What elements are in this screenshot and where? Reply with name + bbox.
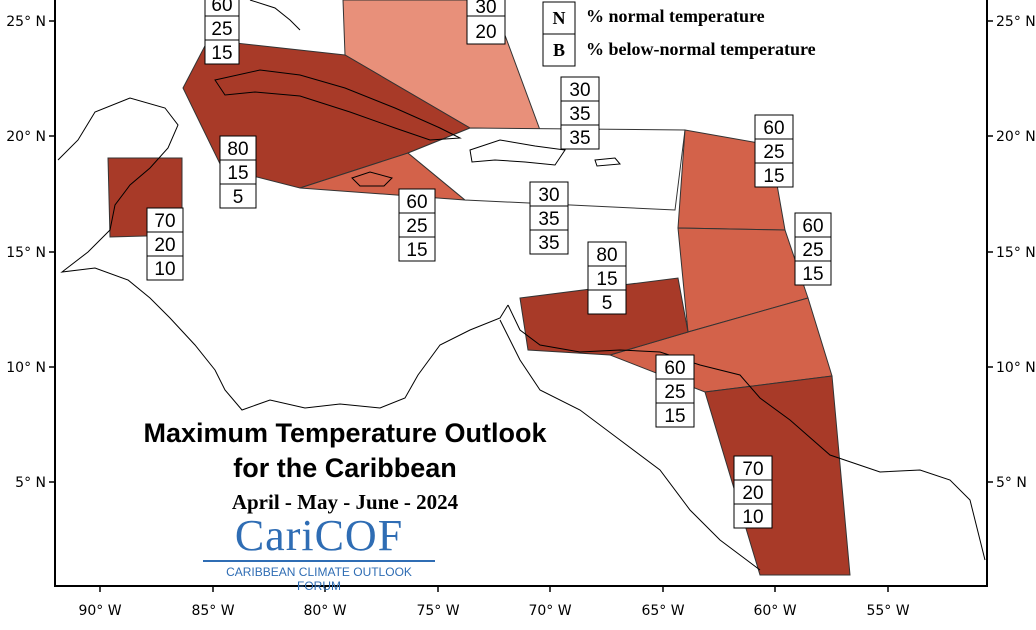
prob-value: 35 bbox=[538, 209, 559, 230]
prob-value: 35 bbox=[538, 233, 559, 254]
prob-value: 60 bbox=[211, 0, 232, 16]
prob-box-bahamas-west: 60 25 15 bbox=[204, 0, 240, 65]
lat-tick-label: 15° N bbox=[6, 245, 46, 261]
prob-box-abc: 80 15 5 bbox=[587, 241, 627, 315]
prob-value: 80 bbox=[596, 245, 617, 266]
prob-value: 5 bbox=[233, 187, 244, 208]
prob-box-cuba: 80 15 5 bbox=[219, 135, 257, 209]
prob-value: 60 bbox=[763, 118, 784, 139]
zone-abc bbox=[519, 277, 689, 356]
lat-tick-label: 5° N bbox=[15, 475, 46, 491]
zone-hispaniola bbox=[407, 127, 686, 211]
prob-value: 60 bbox=[664, 358, 685, 379]
map-frame bbox=[54, 0, 988, 587]
lat-tick-label: 20° N bbox=[996, 129, 1036, 145]
prob-value: 20 bbox=[154, 235, 175, 256]
coast-central-america bbox=[57, 97, 509, 411]
coast-south-america bbox=[507, 304, 986, 561]
prob-value: 70 bbox=[742, 459, 763, 480]
legend-key: N bbox=[553, 8, 566, 28]
prob-value: 70 bbox=[154, 211, 175, 232]
lat-tick-label: 10° N bbox=[996, 360, 1036, 376]
prob-value: 20 bbox=[742, 483, 763, 504]
prob-value: 80 bbox=[227, 139, 248, 160]
legend-key-box bbox=[542, 1, 576, 35]
lat-tick-labels-left: 25° N 20° N 15° N 10° N 5° N bbox=[6, 14, 46, 491]
forecast-period: April - May - June - 2024 bbox=[231, 490, 459, 514]
prob-box-bahamas-east: 30 20 bbox=[466, 0, 506, 45]
lat-tick-labels-right: 25° N 20° N 15° N 10° N 5° N bbox=[996, 14, 1036, 491]
lon-tick-marks bbox=[99, 586, 889, 592]
prob-value: 10 bbox=[154, 259, 175, 280]
prob-value: 10 bbox=[742, 507, 763, 528]
lat-tick-label: 20° N bbox=[6, 129, 46, 145]
map-title-line-2: for the Caribbean bbox=[233, 453, 457, 483]
lat-tick-label: 25° N bbox=[6, 14, 46, 30]
prob-box-jamaica: 60 25 15 bbox=[398, 188, 436, 262]
lon-tick-label: 85° W bbox=[191, 603, 234, 619]
lon-tick-label: 70° W bbox=[528, 603, 571, 619]
legend-key: B bbox=[553, 40, 565, 60]
prob-value: 60 bbox=[406, 192, 427, 213]
legend: N % normal temperature B % below-normal … bbox=[542, 1, 816, 67]
prob-value: 5 bbox=[602, 293, 613, 314]
lon-tick-label: 90° W bbox=[78, 603, 121, 619]
lon-tick-label: 75° W bbox=[416, 603, 459, 619]
prob-box-windwards: 60 25 15 bbox=[794, 212, 832, 286]
prob-value: 60 bbox=[802, 216, 823, 237]
lon-tick-label: 65° W bbox=[641, 603, 684, 619]
prob-value: 15 bbox=[227, 163, 248, 184]
prob-value: 25 bbox=[211, 19, 232, 40]
prob-value: 35 bbox=[569, 128, 590, 149]
prob-box-trinidad: 60 25 15 bbox=[655, 354, 695, 428]
legend-label: % normal temperature bbox=[586, 6, 765, 26]
prob-box-hispaniola-north: 30 35 35 bbox=[560, 76, 600, 150]
lat-tick-label: 25° N bbox=[996, 14, 1036, 30]
lat-tick-marks bbox=[49, 20, 993, 483]
prob-value: 15 bbox=[211, 43, 232, 64]
prob-box-belize: 70 20 10 bbox=[146, 207, 184, 281]
legend-label: % below-normal temperature bbox=[586, 39, 816, 59]
prob-value: 15 bbox=[664, 406, 685, 427]
map-title: Maximum Temperature Outlook bbox=[143, 418, 547, 448]
lat-tick-label: 5° N bbox=[996, 475, 1027, 491]
prob-value: 30 bbox=[475, 0, 496, 18]
coast-hispaniola bbox=[469, 139, 566, 166]
coast-jamaica bbox=[351, 171, 393, 187]
lon-tick-label: 60° W bbox=[753, 603, 796, 619]
prob-value: 25 bbox=[664, 382, 685, 403]
coast-florida bbox=[249, 0, 301, 31]
coastlines bbox=[57, 0, 986, 571]
lat-tick-label: 15° N bbox=[996, 245, 1036, 261]
prob-value: 30 bbox=[538, 185, 559, 206]
prob-box-leewards: 60 25 15 bbox=[754, 114, 794, 188]
prob-value: 30 bbox=[569, 80, 590, 101]
prob-box-hispaniola-south: 30 35 35 bbox=[529, 181, 569, 255]
prob-value: 15 bbox=[406, 240, 427, 261]
legend-key-box bbox=[542, 33, 576, 67]
lon-tick-label: 80° W bbox=[303, 603, 346, 619]
prob-value: 35 bbox=[569, 104, 590, 125]
lon-tick-label: 55° W bbox=[866, 603, 909, 619]
prob-value: 15 bbox=[596, 269, 617, 290]
caricof-wordmark: CariCOF bbox=[234, 511, 404, 560]
prob-value: 20 bbox=[475, 22, 496, 43]
prob-value: 25 bbox=[763, 142, 784, 163]
prob-value: 25 bbox=[802, 240, 823, 261]
coast-venezuela-inner bbox=[499, 319, 761, 571]
caricof-logo: CariCOF CARIBBEAN CLIMATE OUTLOOK FORUM bbox=[203, 510, 435, 593]
prob-box-guianas: 70 20 10 bbox=[733, 455, 773, 529]
prob-value: 25 bbox=[406, 216, 427, 237]
coast-cuba bbox=[214, 69, 462, 141]
lat-tick-label: 10° N bbox=[6, 360, 46, 376]
coast-puerto-rico bbox=[594, 157, 621, 167]
logo-rule bbox=[203, 560, 435, 562]
prob-value: 15 bbox=[802, 264, 823, 285]
caricof-subtitle: CARIBBEAN CLIMATE OUTLOOK FORUM bbox=[226, 565, 412, 593]
lon-tick-labels: 90° W 85° W 80° W 75° W 70° W 65° W 60° … bbox=[78, 603, 909, 619]
prob-value: 15 bbox=[763, 166, 784, 187]
